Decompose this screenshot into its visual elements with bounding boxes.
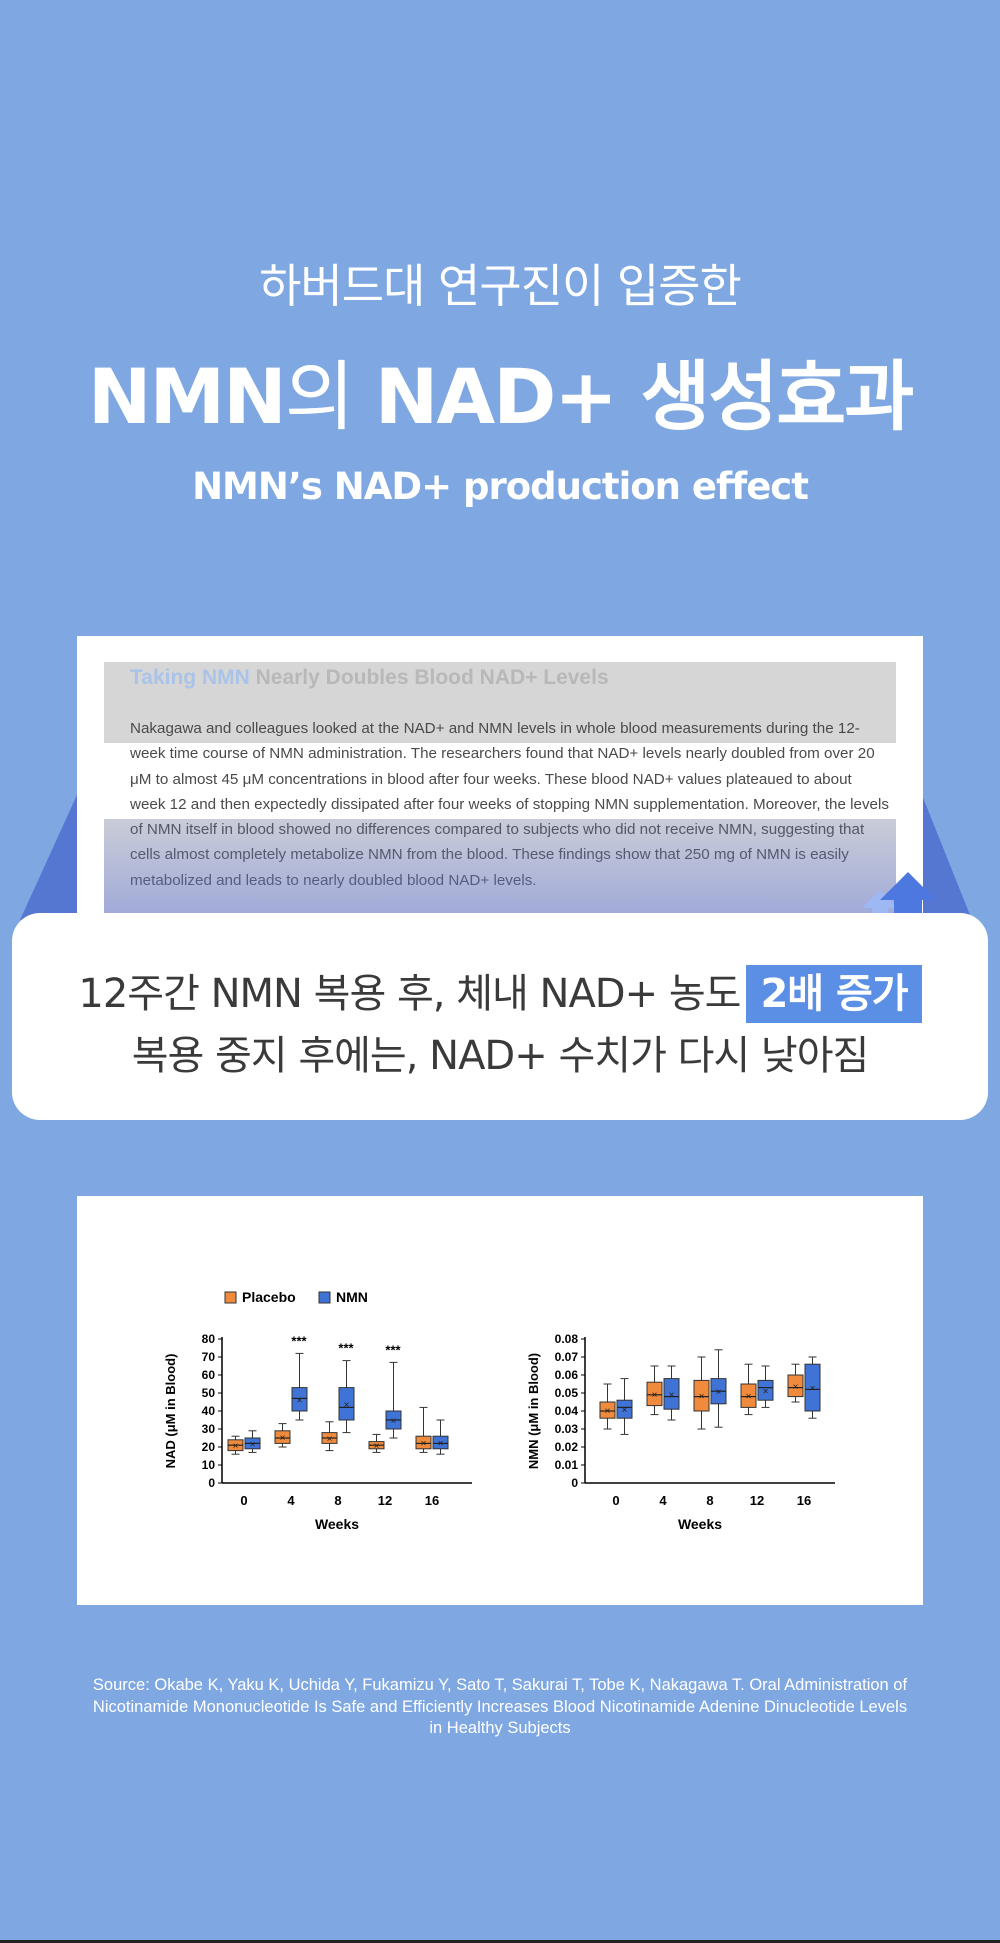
- box-nmn: [616, 1399, 633, 1419]
- y-axis-label: NMN (μM in Blood): [526, 1353, 541, 1469]
- result-callout: 12주간 NMN 복용 후, 체내 NAD+ 농도 2배 증가 복용 중지 후에는…: [12, 913, 988, 1120]
- box-placebo: [274, 1430, 291, 1444]
- box-mean-marker: ×: [669, 1390, 675, 1401]
- y-tick-label: 70: [202, 1350, 216, 1364]
- callout-line-1-text: 12주간 NMN 복용 후, 체내 NAD+ 농도: [78, 971, 741, 1017]
- y-tick-label: 0.03: [555, 1422, 579, 1436]
- box-mean-marker: ×: [233, 1441, 239, 1452]
- y-tick-label: 0.06: [555, 1368, 579, 1382]
- y-tick-label: 0.02: [555, 1440, 579, 1454]
- box-mean-marker: ×: [810, 1384, 816, 1395]
- y-tick-label: 60: [202, 1368, 216, 1382]
- x-tick-label: 0: [612, 1493, 619, 1508]
- legend-swatch-nmn: [318, 1291, 331, 1304]
- box-mean-marker: ×: [652, 1390, 658, 1401]
- source-citation: Source: Okabe K, Yaku K, Uchida Y, Fukam…: [92, 1676, 908, 1737]
- y-tick-label: 0.05: [555, 1386, 579, 1400]
- hero-title-effect: NAD+ 생성효과: [374, 352, 914, 441]
- y-tick-label: 20: [202, 1440, 216, 1454]
- article-excerpt-card: Taking NMN Nearly Doubles Blood NAD+ Lev…: [77, 636, 923, 936]
- legend-label: Placebo: [242, 1289, 296, 1305]
- box-placebo: [646, 1381, 663, 1407]
- x-tick-label: 4: [659, 1493, 667, 1508]
- box-mean-marker: ×: [763, 1386, 769, 1397]
- y-tick-label: 50: [202, 1386, 216, 1400]
- article-title-rest: Nearly Doubles Blood NAD+ Levels: [249, 666, 609, 689]
- box-nmn: [338, 1387, 355, 1421]
- hero-title: NMN의 NAD+ 생성효과: [0, 335, 1000, 445]
- box-placebo: [415, 1435, 432, 1450]
- x-tick-label: 16: [425, 1493, 439, 1508]
- legend-swatch-placebo: [224, 1291, 237, 1304]
- x-tick-label: 8: [706, 1493, 713, 1508]
- box-mean-marker: ×: [280, 1433, 286, 1444]
- significance-label: ***: [291, 1333, 307, 1348]
- callout-badge: 2배 증가: [746, 965, 922, 1023]
- y-tick-label: 0.07: [555, 1350, 579, 1364]
- y-tick-label: 80: [202, 1332, 216, 1346]
- box-nmn: [804, 1363, 821, 1412]
- box-mean-marker: ×: [374, 1441, 380, 1452]
- y-tick-label: 10: [202, 1458, 216, 1472]
- callout-line-1: 12주간 NMN 복용 후, 체내 NAD+ 농도 2배 증가: [12, 961, 988, 1023]
- box-mean-marker: ×: [699, 1392, 705, 1403]
- y-tick-label: 0: [208, 1476, 215, 1490]
- box-mean-marker: ×: [327, 1434, 333, 1445]
- bottom-border: [0, 1940, 1000, 1943]
- x-axis-label: Weeks: [315, 1516, 359, 1532]
- box-mean-marker: ×: [421, 1439, 427, 1450]
- chart-card: 0 10 20 30 40 50 60 70 80 NAD (μM in Blood) 0 × × 4 × ×…: [77, 1196, 923, 1605]
- box-mean-marker: ×: [344, 1400, 350, 1411]
- box-nmn: [757, 1379, 774, 1401]
- x-tick-label: 4: [287, 1493, 295, 1508]
- y-tick-label: 0.08: [555, 1332, 579, 1346]
- article-title: Taking NMN Nearly Doubles Blood NAD+ Lev…: [130, 666, 609, 690]
- box-mean-marker: ×: [391, 1416, 397, 1427]
- box-mean-marker: ×: [438, 1439, 444, 1450]
- x-tick-label: 12: [378, 1493, 392, 1508]
- x-tick-label: 16: [797, 1493, 811, 1508]
- article-highlight-band: [104, 743, 896, 819]
- y-tick-label: 0.01: [555, 1458, 579, 1472]
- box-nmn: [291, 1387, 308, 1412]
- y-tick-label: 30: [202, 1422, 216, 1436]
- box-mean-marker: ×: [605, 1406, 611, 1417]
- box-mean-marker: ×: [716, 1387, 722, 1398]
- hero-title-particle: 의: [284, 352, 375, 441]
- box-nmn: [432, 1435, 449, 1450]
- y-axis-label: NAD (μM in Blood): [163, 1354, 178, 1469]
- box-placebo: [599, 1401, 616, 1419]
- hero-title-english: NMN’s NAD+ production effect: [192, 465, 809, 508]
- box-placebo: [740, 1383, 757, 1408]
- box-placebo: [787, 1374, 804, 1398]
- y-tick-label: 0: [571, 1476, 578, 1490]
- x-tick-label: 8: [334, 1493, 341, 1508]
- y-tick-label: 40: [202, 1404, 216, 1418]
- box-mean-marker: ×: [622, 1405, 628, 1416]
- box-mean-marker: ×: [746, 1392, 752, 1403]
- callout-line-2: 복용 중지 후에는, NAD+ 수치가 다시 낮아짐: [131, 1033, 870, 1079]
- x-axis-label: Weeks: [678, 1516, 722, 1532]
- x-tick-label: 12: [750, 1493, 764, 1508]
- y-tick-label: 0.04: [555, 1404, 579, 1418]
- box-mean-marker: ×: [250, 1439, 256, 1450]
- box-mean-marker: ×: [793, 1382, 799, 1393]
- hero-title-nmn: NMN: [87, 352, 287, 441]
- box-mean-marker: ×: [297, 1395, 303, 1406]
- x-tick-label: 0: [240, 1493, 247, 1508]
- legend-label: NMN: [336, 1289, 368, 1305]
- box-nmn: [663, 1378, 680, 1410]
- significance-label: ***: [338, 1341, 354, 1356]
- article-title-highlight: Taking NMN: [130, 666, 250, 689]
- box-placebo: [693, 1379, 710, 1412]
- hero-subtitle: 하버드대 연구진이 입증한: [259, 259, 742, 313]
- significance-label: ***: [385, 1342, 401, 1357]
